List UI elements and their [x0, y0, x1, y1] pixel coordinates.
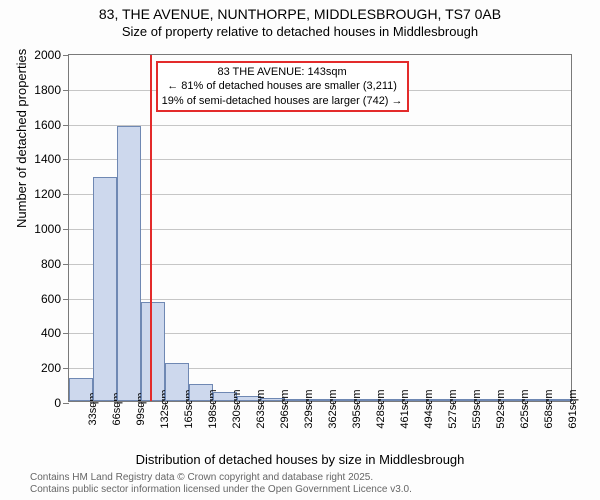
y-tick-label: 2000 — [34, 48, 61, 62]
x-tick-label: 329sqm — [303, 389, 315, 428]
x-tick-label: 658sqm — [543, 389, 555, 428]
y-tick — [63, 125, 69, 126]
x-tick-label: 461sqm — [399, 389, 411, 428]
y-tick-label: 1600 — [34, 118, 61, 132]
x-tick-label: 263sqm — [255, 389, 267, 428]
gridline — [69, 125, 571, 126]
x-tick-label: 395sqm — [351, 389, 363, 428]
annotation-box: 83 THE AVENUE: 143sqm← 81% of detached h… — [156, 61, 409, 112]
x-tick-label: 625sqm — [519, 389, 531, 428]
chart-subtitle: Size of property relative to detached ho… — [0, 22, 600, 45]
y-tick — [63, 229, 69, 230]
histogram-bar — [93, 177, 117, 401]
y-tick-label: 800 — [41, 257, 61, 271]
x-tick-label: 296sqm — [279, 389, 291, 428]
y-tick — [63, 194, 69, 195]
x-tick-label: 494sqm — [423, 389, 435, 428]
annotation-line-2: ← 81% of detached houses are smaller (3,… — [162, 79, 403, 93]
y-axis-label: Number of detached properties — [14, 49, 29, 228]
gridline — [69, 159, 571, 160]
x-axis-label: Distribution of detached houses by size … — [0, 452, 600, 467]
y-tick — [63, 90, 69, 91]
y-tick — [63, 299, 69, 300]
footer-line-2: Contains public sector information licen… — [30, 484, 412, 496]
gridline — [69, 264, 571, 265]
footer-attribution: Contains HM Land Registry data © Crown c… — [30, 472, 412, 496]
y-tick-label: 400 — [41, 326, 61, 340]
y-tick-label: 200 — [41, 361, 61, 375]
y-tick — [63, 55, 69, 56]
y-tick-label: 1000 — [34, 222, 61, 236]
x-tick-label: 362sqm — [327, 389, 339, 428]
gridline — [69, 299, 571, 300]
chart-title: 83, THE AVENUE, NUNTHORPE, MIDDLESBROUGH… — [0, 0, 600, 22]
y-tick — [63, 403, 69, 404]
gridline — [69, 229, 571, 230]
histogram-bar — [117, 126, 141, 401]
property-marker-line — [150, 55, 152, 401]
annotation-line-3: 19% of semi-detached houses are larger (… — [162, 94, 403, 108]
y-tick — [63, 368, 69, 369]
chart-plot-area: 020040060080010001200140016001800200033s… — [68, 54, 572, 402]
histogram-bar — [141, 302, 165, 401]
x-tick-label: 559sqm — [471, 389, 483, 428]
footer-line-1: Contains HM Land Registry data © Crown c… — [30, 472, 412, 484]
y-tick-label: 1800 — [34, 83, 61, 97]
x-tick-label: 527sqm — [447, 389, 459, 428]
x-tick-label: 691sqm — [567, 389, 579, 428]
y-tick-label: 1200 — [34, 187, 61, 201]
y-tick-label: 1400 — [34, 152, 61, 166]
y-tick — [63, 264, 69, 265]
y-tick-label: 0 — [54, 396, 61, 410]
y-tick — [63, 159, 69, 160]
y-tick-label: 600 — [41, 292, 61, 306]
gridline — [69, 194, 571, 195]
x-tick-label: 592sqm — [495, 389, 507, 428]
x-tick-label: 428sqm — [375, 389, 387, 428]
annotation-line-1: 83 THE AVENUE: 143sqm — [162, 65, 403, 79]
y-tick — [63, 333, 69, 334]
